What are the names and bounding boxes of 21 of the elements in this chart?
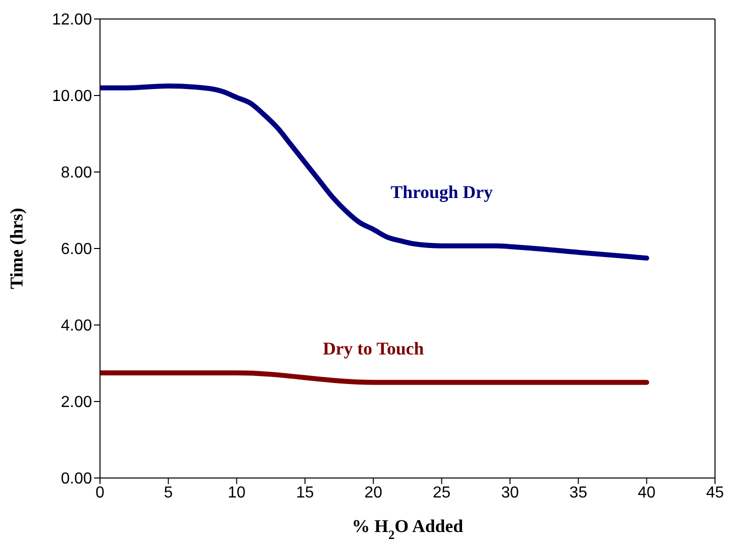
x-tick-label: 35: [569, 484, 588, 502]
x-tick-label: 20: [364, 484, 382, 502]
y-tick-label: 2.00: [60, 394, 92, 412]
x-tick-label: 30: [501, 484, 519, 502]
series-label: Through Dry: [390, 182, 493, 202]
y-tick-label: 10.00: [52, 88, 92, 106]
y-axis-title: Time (hrs): [6, 208, 26, 290]
x-tick-label: 10: [228, 484, 246, 502]
series-label: Dry to Touch: [322, 338, 424, 358]
x-tick-label: 25: [432, 484, 451, 502]
x-tick-label: 45: [706, 484, 724, 502]
x-axis-title: % H$_{2}$O Added: [352, 516, 464, 542]
x-tick-label: 5: [164, 484, 173, 502]
x-tick-label: 40: [638, 484, 656, 502]
y-tick-label: 4.00: [60, 318, 92, 335]
x-tick-label: 0: [96, 484, 105, 502]
y-tick-label: 0.00: [60, 470, 92, 488]
y-tick-label: 6.00: [60, 241, 92, 258]
y-tick-label: 8.00: [60, 164, 92, 182]
y-tick-label: 12.00: [52, 12, 92, 29]
x-tick-label: 15: [296, 484, 314, 502]
